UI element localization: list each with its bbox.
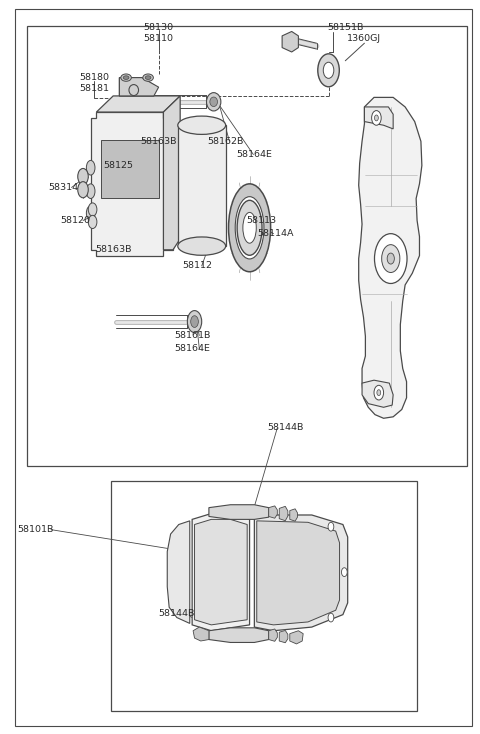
Text: 58113: 58113 xyxy=(246,216,276,225)
Ellipse shape xyxy=(143,74,154,81)
Text: 58130: 58130 xyxy=(144,23,174,32)
Text: 58112: 58112 xyxy=(182,261,212,270)
Polygon shape xyxy=(269,629,277,642)
Polygon shape xyxy=(120,78,158,96)
Polygon shape xyxy=(257,521,339,625)
Polygon shape xyxy=(362,380,393,407)
Polygon shape xyxy=(359,98,422,418)
Ellipse shape xyxy=(323,62,334,79)
Text: 1360GJ: 1360GJ xyxy=(348,34,382,43)
Polygon shape xyxy=(279,506,288,520)
Ellipse shape xyxy=(374,233,407,283)
Polygon shape xyxy=(193,627,209,641)
Text: 58101B: 58101B xyxy=(17,525,53,534)
Ellipse shape xyxy=(86,184,95,198)
Text: 58163B: 58163B xyxy=(140,137,177,146)
Ellipse shape xyxy=(377,390,381,396)
Ellipse shape xyxy=(78,181,88,197)
Polygon shape xyxy=(91,112,173,255)
Polygon shape xyxy=(290,509,298,521)
Polygon shape xyxy=(290,631,303,644)
Polygon shape xyxy=(279,631,288,643)
Text: 58163B: 58163B xyxy=(95,245,132,254)
Polygon shape xyxy=(96,96,180,112)
Bar xyxy=(178,126,226,246)
Text: 58314: 58314 xyxy=(48,183,78,192)
Ellipse shape xyxy=(328,523,334,531)
Polygon shape xyxy=(209,505,269,520)
Ellipse shape xyxy=(145,76,151,79)
Ellipse shape xyxy=(88,203,97,216)
Ellipse shape xyxy=(328,613,334,622)
Bar xyxy=(27,26,468,466)
Ellipse shape xyxy=(382,244,400,272)
Ellipse shape xyxy=(178,116,226,134)
Polygon shape xyxy=(364,107,393,129)
Text: 58114A: 58114A xyxy=(258,229,294,238)
Polygon shape xyxy=(120,78,154,96)
Ellipse shape xyxy=(235,197,264,259)
Bar xyxy=(111,481,417,711)
Text: 58125: 58125 xyxy=(103,161,133,170)
Ellipse shape xyxy=(86,206,95,220)
Text: 58164E: 58164E xyxy=(174,344,210,353)
Ellipse shape xyxy=(237,200,262,255)
Text: 58120: 58120 xyxy=(60,216,90,225)
Text: 58161B: 58161B xyxy=(174,331,210,340)
Ellipse shape xyxy=(210,97,217,106)
Ellipse shape xyxy=(86,161,95,175)
Ellipse shape xyxy=(341,567,347,576)
Text: 58181: 58181 xyxy=(79,84,109,93)
Ellipse shape xyxy=(191,316,198,327)
Ellipse shape xyxy=(88,215,97,228)
Polygon shape xyxy=(194,520,247,625)
Ellipse shape xyxy=(318,54,339,87)
Ellipse shape xyxy=(374,385,384,400)
Text: 58164E: 58164E xyxy=(237,150,272,159)
Ellipse shape xyxy=(243,212,256,243)
Polygon shape xyxy=(167,521,190,623)
Ellipse shape xyxy=(206,92,221,111)
Ellipse shape xyxy=(78,169,88,184)
Ellipse shape xyxy=(129,84,139,95)
Ellipse shape xyxy=(178,237,226,255)
Ellipse shape xyxy=(187,310,202,333)
Ellipse shape xyxy=(374,115,378,121)
Text: 58144B: 58144B xyxy=(267,424,304,432)
Polygon shape xyxy=(101,140,158,198)
Polygon shape xyxy=(163,96,180,250)
Ellipse shape xyxy=(123,76,129,79)
Text: 58110: 58110 xyxy=(144,34,174,43)
Text: 58144B: 58144B xyxy=(158,609,195,618)
Text: 58162B: 58162B xyxy=(207,137,244,146)
Ellipse shape xyxy=(121,74,132,81)
Polygon shape xyxy=(254,515,348,631)
Ellipse shape xyxy=(372,111,381,126)
Text: 58180: 58180 xyxy=(79,73,109,82)
Text: 58151B: 58151B xyxy=(327,23,363,32)
Polygon shape xyxy=(282,32,299,52)
Polygon shape xyxy=(269,506,277,518)
Polygon shape xyxy=(192,514,250,631)
Ellipse shape xyxy=(228,184,271,272)
Ellipse shape xyxy=(387,253,395,264)
Polygon shape xyxy=(209,628,269,642)
